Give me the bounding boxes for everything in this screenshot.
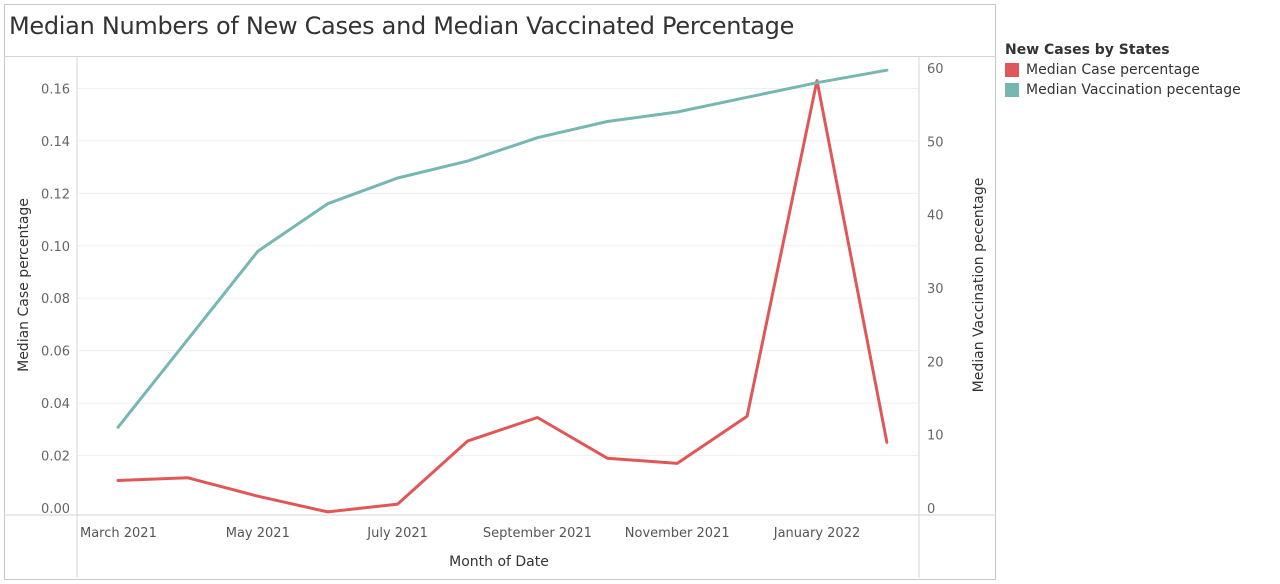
y-axis-label-left: Median Case percentage (16, 198, 32, 372)
right-y-tick-label: 50 (927, 135, 944, 150)
right-y-tick-label: 20 (927, 355, 944, 370)
x-axis-label: Month of Date (449, 554, 549, 570)
x-tick-label: May 2021 (226, 526, 290, 541)
chart-frame (4, 4, 996, 580)
legend-title: New Cases by States (1005, 42, 1170, 58)
x-tick-label: September 2021 (483, 526, 592, 541)
x-tick-label: November 2021 (625, 526, 730, 541)
legend-label-vaccination: Median Vaccination pecentage (1026, 82, 1241, 98)
legend-item-case[interactable]: Median Case percentage (1005, 62, 1241, 78)
line-chart: 0.00 0.02 0.04 0.06 0.08 0.10 0.12 0.14 0.16 0 10… (4, 57, 996, 578)
legend-swatch-case (1005, 63, 1019, 77)
legend-label-case: Median Case percentage (1026, 62, 1200, 78)
left-y-tick-label: 0.08 (41, 292, 70, 307)
legend: New Cases by States Median Case percenta… (1005, 42, 1241, 98)
series-line-vaccination (116, 68, 889, 429)
x-ticks: March 2021 May 2021 July 2021 September 202… (80, 526, 860, 541)
series-lines (116, 68, 889, 514)
left-y-tick-label: 0.06 (41, 345, 70, 360)
left-y-tick-label: 0.00 (41, 502, 70, 517)
left-y-tick-label: 0.16 (41, 82, 70, 97)
left-y-tick-label: 0.04 (41, 397, 70, 412)
left-y-tick-label: 0.12 (41, 187, 70, 202)
x-tick-label: January 2022 (773, 526, 861, 541)
left-y-tick-label: 0.02 (41, 450, 70, 465)
x-tick-label: March 2021 (80, 526, 157, 541)
right-y-tick-label: 0 (927, 502, 935, 517)
series-line-case (116, 79, 889, 514)
right-y-tick-label: 40 (927, 209, 944, 224)
left-y-tick-label: 0.10 (41, 240, 70, 255)
axes (4, 57, 996, 578)
right-y-tick-label: 30 (927, 282, 944, 297)
left-y-tick-label: 0.14 (41, 135, 70, 150)
x-tick-label: July 2021 (366, 526, 428, 541)
gridlines (78, 87, 918, 457)
y-axis-label-right: Median Vaccination pecentage (971, 178, 987, 393)
left-y-ticks: 0.00 0.02 0.04 0.06 0.08 0.10 0.12 0.14 0.16 (41, 82, 70, 517)
title-separator (4, 56, 996, 57)
right-y-ticks: 0 10 20 30 40 50 60 (927, 62, 944, 517)
right-y-tick-label: 10 (927, 429, 944, 444)
legend-item-vaccination[interactable]: Median Vaccination pecentage (1005, 82, 1241, 98)
legend-swatch-vaccination (1005, 83, 1019, 97)
right-y-tick-label: 60 (927, 62, 944, 77)
chart-title: Median Numbers of New Cases and Median V… (9, 12, 795, 40)
